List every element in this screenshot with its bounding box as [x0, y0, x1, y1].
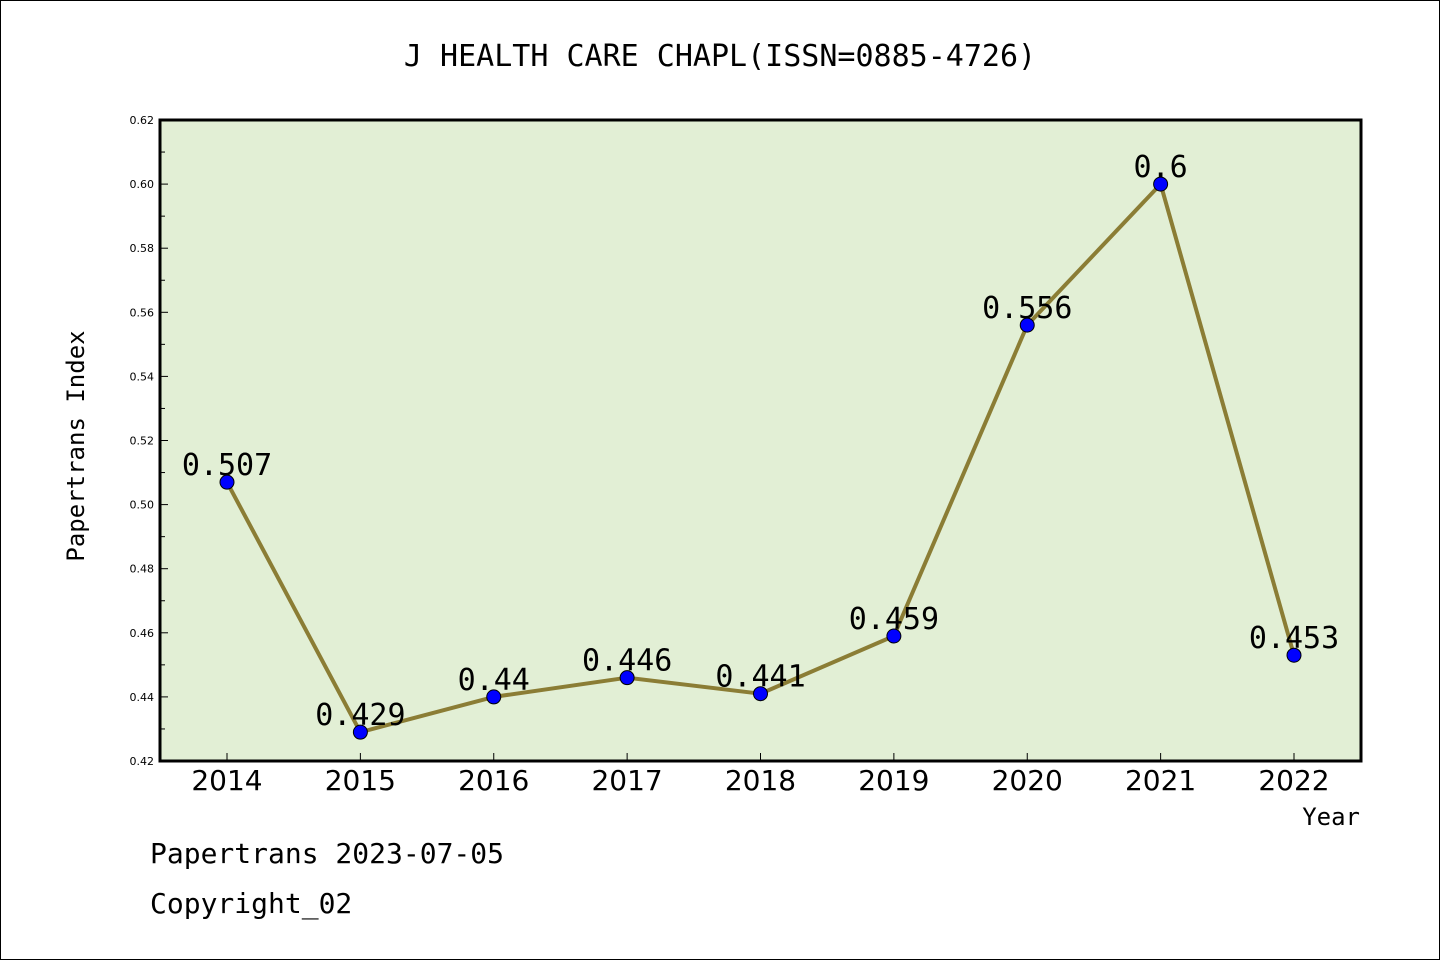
footer-date: Papertrans 2023-07-05 — [150, 837, 504, 870]
data-label: 0.44 — [458, 663, 530, 698]
y-tick-label: 0.48 — [130, 563, 155, 576]
data-point — [1286, 647, 1302, 663]
x-tick-label: 2017 — [591, 764, 662, 797]
y-axis-ticks: 0.42 0.44 0.46 0.48 0.50 0.52 0.54 0.56 0.58 0.60… — [130, 114, 168, 768]
data-label: 0.446 — [582, 644, 672, 679]
data-point — [1153, 176, 1169, 192]
data-labels: 0.507 0.429 0.44 0.446 0.441 0.459 0.556 0.6 0.4… — [182, 150, 1339, 733]
data-point — [219, 474, 235, 490]
data-point — [352, 724, 368, 740]
y-tick-label: 0.56 — [130, 306, 155, 319]
x-tick-label: 2014 — [191, 764, 262, 797]
y-tick-label: 0.52 — [130, 435, 155, 448]
x-tick-label: 2016 — [458, 764, 529, 797]
y-tick-label: 0.62 — [130, 114, 155, 127]
data-point — [619, 670, 635, 686]
x-tick-label: 2021 — [1125, 764, 1196, 797]
y-tick-label: 0.42 — [130, 755, 155, 768]
x-tick-label: 2015 — [325, 764, 396, 797]
y-tick-label: 0.50 — [130, 499, 155, 512]
data-label: 0.6 — [1134, 150, 1188, 185]
y-axis-label: Papertrans Index — [62, 330, 90, 561]
y-tick-label: 0.60 — [130, 178, 155, 191]
x-tick-label: 2018 — [725, 764, 796, 797]
y-tick-label: 0.54 — [130, 370, 155, 383]
x-axis-label: Year — [1302, 803, 1360, 831]
y-tick-label: 0.58 — [130, 242, 155, 255]
data-label: 0.556 — [982, 291, 1072, 326]
data-point — [486, 689, 502, 705]
plot-border — [158, 118, 1363, 763]
y-tick-label: 0.44 — [130, 691, 155, 704]
x-tick-label: 2022 — [1258, 764, 1329, 797]
footer-copyright: Copyright_02 — [150, 887, 352, 921]
data-label: 0.441 — [715, 660, 805, 695]
data-label: 0.459 — [849, 602, 939, 637]
chart-title: J HEALTH CARE CHAPL(ISSN=0885-4726) — [404, 39, 1036, 74]
data-markers — [219, 176, 1302, 740]
x-tick-label: 2019 — [858, 764, 929, 797]
data-point — [753, 686, 768, 702]
data-point — [1019, 317, 1035, 333]
plot-area — [160, 120, 1361, 761]
data-label: 0.429 — [315, 698, 405, 733]
data-point — [886, 628, 902, 644]
data-label: 0.507 — [182, 448, 272, 483]
x-tick-label: 2020 — [992, 764, 1063, 797]
x-axis-ticks: 2014 2015 2016 2017 2018 2019 2020 2021 2022 — [191, 753, 1330, 797]
data-label: 0.453 — [1249, 621, 1339, 656]
y-tick-label: 0.46 — [130, 627, 155, 640]
